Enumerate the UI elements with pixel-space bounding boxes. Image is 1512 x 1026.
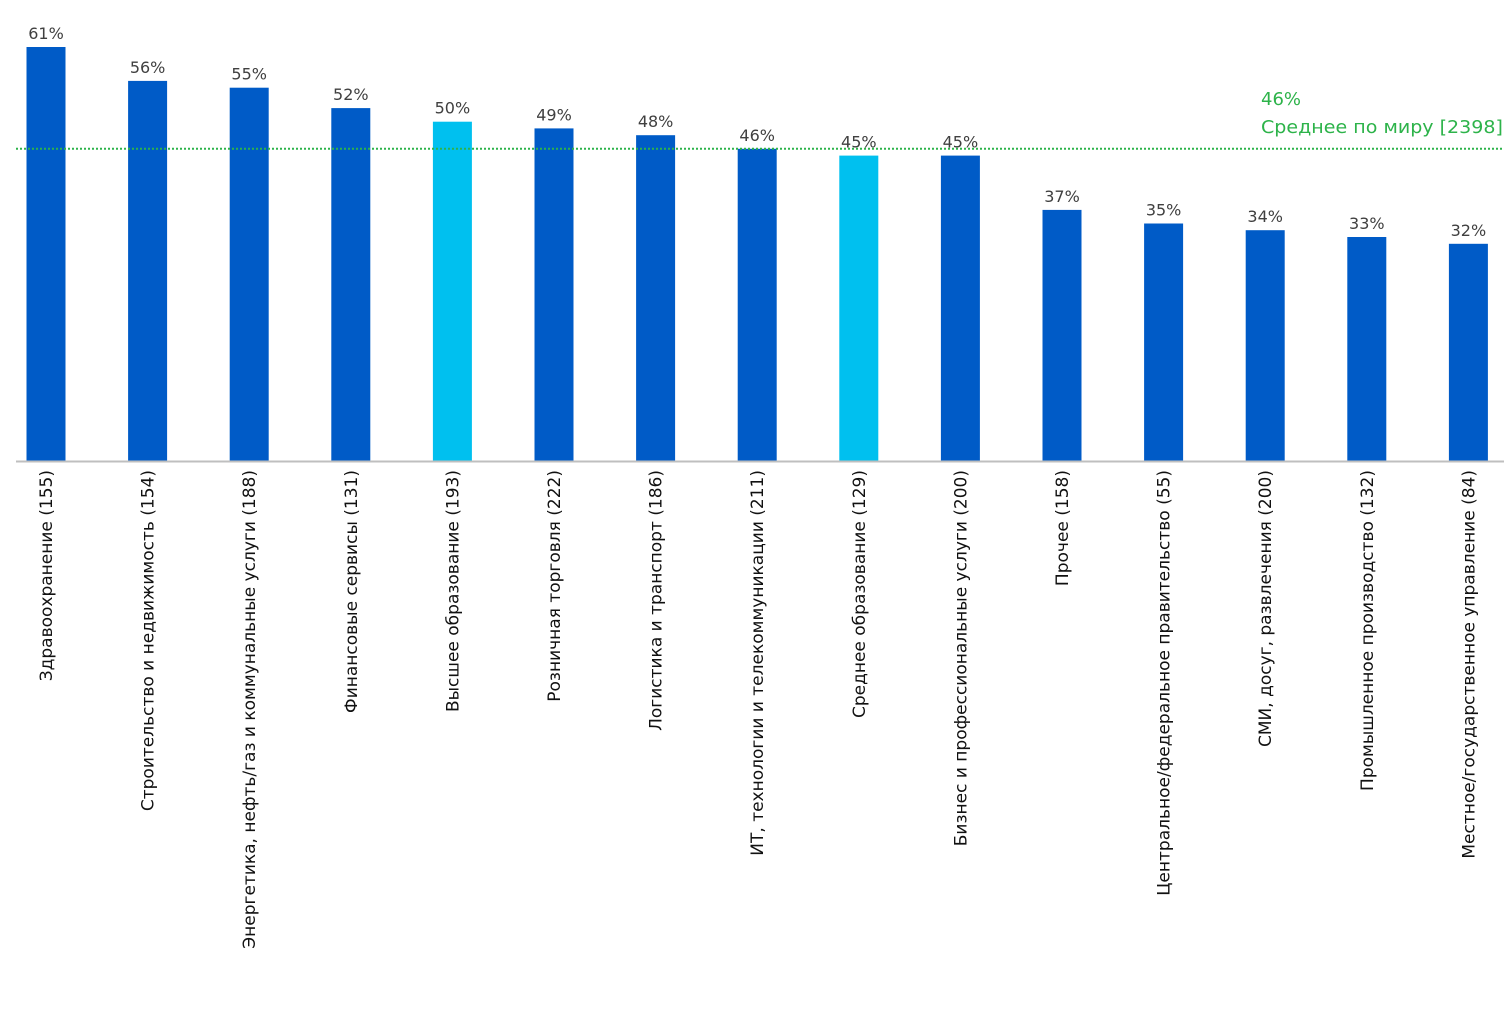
- category-label-6: Розничная торговля (222): [545, 470, 565, 702]
- bar-2: [128, 80, 168, 462]
- bar-12: [1144, 223, 1184, 461]
- value-label-6: 49%: [536, 105, 572, 124]
- bar-7: [636, 135, 676, 461]
- category-label-1: Здравоохранение (155): [37, 470, 57, 681]
- value-label-7: 48%: [638, 112, 674, 131]
- bar-11: [1042, 209, 1082, 461]
- bar-10: [940, 155, 980, 461]
- bar-8: [737, 148, 777, 462]
- bars-group: [26, 47, 1488, 462]
- category-label-7: Логистика и транспорт (186): [647, 470, 667, 731]
- category-labels-group: Здравоохранение (155) Строительство и нед…: [37, 470, 1479, 949]
- bar-1: [26, 47, 66, 461]
- value-label-15: 32%: [1451, 221, 1487, 240]
- category-label-14: Промышленное производство (132): [1358, 470, 1378, 791]
- value-label-2: 56%: [130, 58, 166, 77]
- category-label-11: Прочее (158): [1053, 470, 1073, 586]
- category-label-5: Высшее образование (193): [443, 470, 463, 712]
- value-label-10: 45%: [943, 133, 979, 152]
- value-label-14: 33%: [1349, 214, 1385, 233]
- bar-14: [1347, 237, 1387, 461]
- bar-6: [534, 128, 574, 461]
- category-label-12: Центральное/федеральное правительство (5…: [1155, 470, 1175, 896]
- bar-9: [839, 155, 879, 461]
- category-label-4: Финансовые сервисы (131): [342, 470, 362, 713]
- value-label-8: 46%: [739, 126, 775, 145]
- value-label-12: 35%: [1146, 201, 1182, 220]
- value-label-1: 61%: [28, 24, 64, 43]
- bar-5: [432, 121, 472, 461]
- bar-4: [331, 108, 371, 461]
- value-labels-group: 61% 56% 55% 52% 50% 49% 48% 46% 45% 45% 37% 35% 34% 3…: [28, 24, 1486, 240]
- average-caption-label: Среднее по миру [2398]: [1261, 117, 1503, 138]
- value-label-3: 55%: [231, 65, 267, 84]
- value-label-9: 45%: [841, 133, 877, 152]
- category-label-2: Строительство и недвижимость (154): [139, 470, 159, 811]
- value-label-11: 37%: [1044, 187, 1080, 206]
- value-label-13: 34%: [1247, 207, 1283, 226]
- value-label-4: 52%: [333, 85, 369, 104]
- category-label-13: СМИ, досуг, развлечения (200): [1256, 470, 1276, 747]
- category-label-9: Среднее образование (129): [850, 470, 870, 718]
- category-label-15: Местное/государственное управление (84): [1459, 470, 1479, 859]
- bar-13: [1245, 230, 1285, 461]
- bar-15: [1448, 243, 1488, 461]
- category-label-10: Бизнес и профессиональные услуги (200): [951, 470, 971, 846]
- value-label-5: 50%: [435, 99, 471, 118]
- average-value-label: 46%: [1261, 89, 1301, 110]
- bar-3: [229, 87, 269, 461]
- category-label-8: ИТ, технологии и телекоммуникации (211): [748, 470, 768, 856]
- category-label-3: Энергетика, нефть/газ и коммунальные усл…: [240, 470, 260, 949]
